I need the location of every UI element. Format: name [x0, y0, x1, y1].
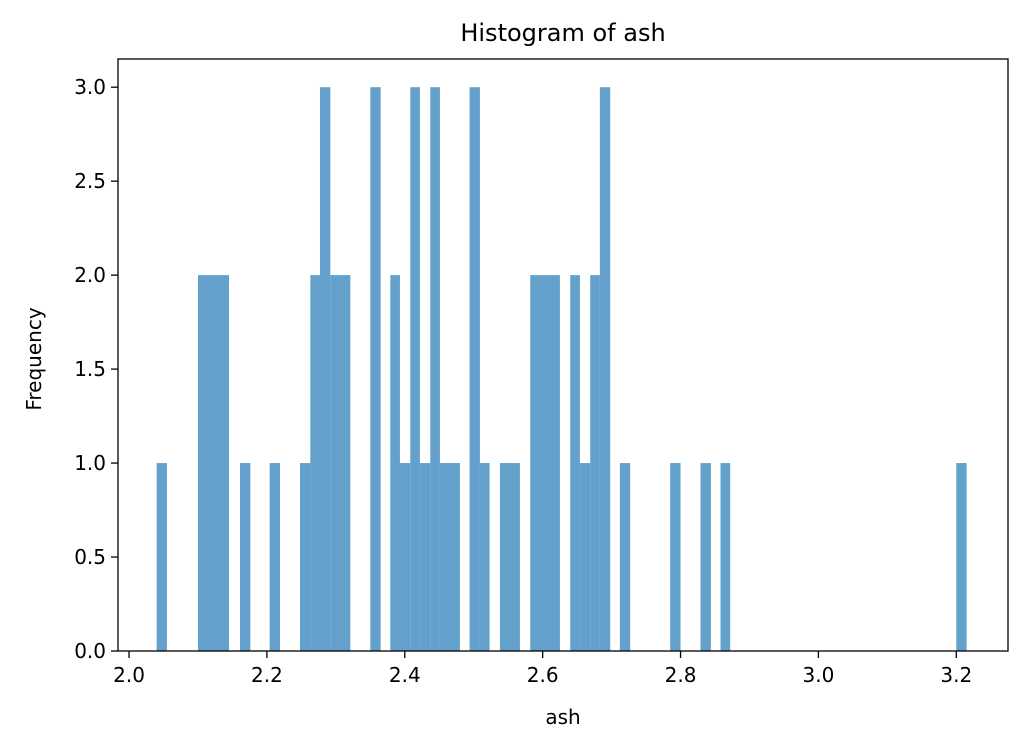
- histogram-bar: [330, 275, 351, 651]
- histogram-bar: [670, 463, 681, 651]
- y-tick-label: 1.5: [74, 357, 106, 381]
- histogram-bar: [156, 463, 167, 651]
- x-tick-label: 2.2: [251, 663, 283, 687]
- histogram-bar: [570, 275, 580, 651]
- histogram-bar: [419, 463, 431, 651]
- x-tick-label: 2.8: [665, 663, 697, 687]
- chart-title: Histogram of ash: [460, 19, 665, 47]
- x-tick-label: 2.0: [113, 663, 145, 687]
- histogram-bar: [410, 87, 420, 651]
- histogram-bar: [479, 463, 490, 651]
- histogram-bar: [599, 87, 611, 651]
- y-axis-ticks: 0.0 0.5 1.0 1.5 2.0 2.5 3.0: [74, 75, 118, 663]
- histogram-bar: [469, 87, 480, 651]
- histogram-bar: [956, 463, 967, 651]
- histogram-bar: [310, 275, 320, 651]
- x-tick-label: 2.4: [389, 663, 421, 687]
- histogram-bar: [240, 463, 251, 651]
- bars-group: [156, 87, 967, 651]
- histogram-bar: [430, 87, 440, 651]
- x-axis-label: ash: [545, 705, 580, 729]
- histogram-bar: [197, 275, 229, 651]
- histogram-bar: [499, 463, 520, 651]
- y-tick-label: 0.5: [74, 545, 106, 569]
- plot-frame: [117, 58, 1009, 652]
- histogram-bar: [390, 275, 400, 651]
- histogram-bar: [579, 463, 591, 651]
- histogram-bar: [319, 87, 331, 651]
- histogram-bar: [530, 275, 560, 651]
- histogram-bar: [370, 87, 381, 651]
- y-axis-label: Frequency: [22, 307, 46, 410]
- histogram-bar: [619, 463, 631, 651]
- y-tick-label: 0.0: [74, 639, 106, 663]
- histogram-bar: [269, 463, 281, 651]
- histogram-bar: [720, 463, 731, 651]
- y-tick-label: 1.0: [74, 451, 106, 475]
- x-axis-ticks: 2.0 2.2 2.4 2.6 2.8 3.0 3.2: [113, 651, 972, 687]
- histogram-bar: [700, 463, 711, 651]
- histogram-bar: [399, 463, 411, 651]
- histogram-bar: [590, 275, 600, 651]
- x-tick-label: 3.2: [940, 663, 972, 687]
- histogram-bar: [439, 463, 460, 651]
- y-tick-label: 2.0: [74, 263, 106, 287]
- x-tick-label: 3.0: [803, 663, 835, 687]
- y-tick-label: 2.5: [74, 169, 106, 193]
- x-tick-label: 2.6: [527, 663, 559, 687]
- histogram-bar: [300, 463, 311, 651]
- y-tick-label: 3.0: [74, 75, 106, 99]
